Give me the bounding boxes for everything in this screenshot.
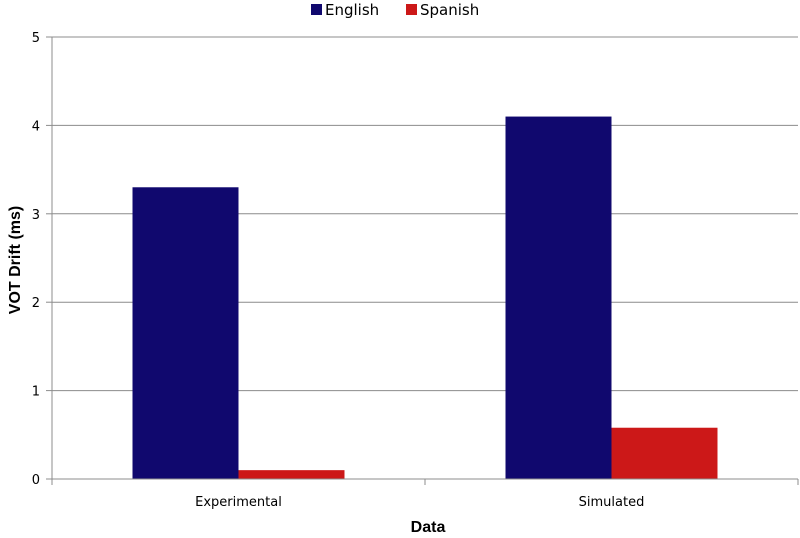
x-category-labels: Experimental Simulated — [195, 495, 644, 510]
legend-label-spanish: Spanish — [420, 1, 479, 19]
bar-english-experimental — [132, 187, 239, 479]
y-tick-label: 4 — [32, 119, 40, 134]
legend-label-english: English — [325, 1, 379, 19]
bar-spanish-experimental — [238, 470, 345, 479]
y-tick-label: 5 — [32, 31, 40, 46]
y-tick-label: 1 — [32, 385, 40, 400]
y-axis-title: VOT Drift (ms) — [7, 206, 24, 314]
bar-spanish-simulated — [611, 427, 718, 479]
x-category-label: Experimental — [195, 495, 282, 510]
y-tick-label: 0 — [32, 473, 40, 488]
legend-swatch-spanish — [406, 4, 417, 15]
y-tick-label: 2 — [32, 296, 40, 311]
legend-swatch-english — [311, 4, 322, 15]
bar-english-simulated — [505, 116, 612, 479]
legend: English Spanish — [311, 1, 479, 19]
x-category-label: Simulated — [579, 495, 645, 510]
axes — [46, 36, 799, 485]
y-tick-label: 3 — [32, 208, 40, 223]
bars — [132, 116, 718, 479]
x-axis-title: Data — [411, 519, 446, 536]
y-tick-labels: 0 1 2 3 4 5 — [32, 31, 40, 488]
